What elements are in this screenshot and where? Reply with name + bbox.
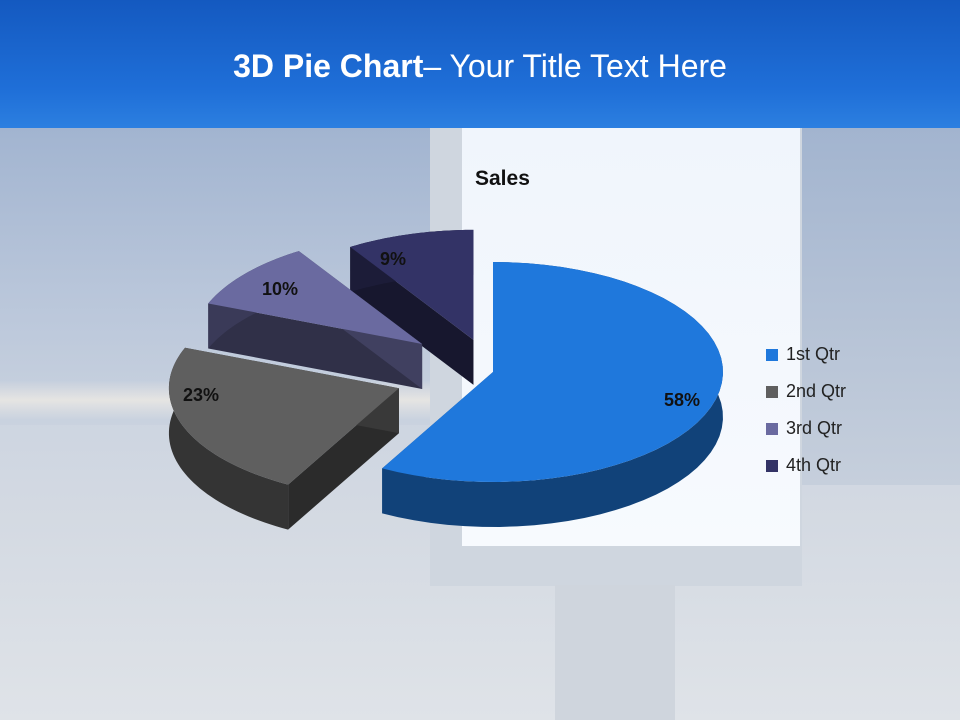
data-label-2: 23% — [183, 385, 219, 405]
slide-title-bold: 3D Pie Chart — [233, 48, 424, 84]
slice-outer-wall — [168, 347, 289, 530]
legend-item-4: 4th Qtr — [766, 447, 846, 484]
legend-label: 1st Qtr — [786, 344, 841, 364]
legend-item-1: 1st Qtr — [766, 336, 846, 373]
legend-swatch — [766, 348, 778, 361]
legend: 1st Qtr 2nd Qtr 3rd Qtr 4th Qtr — [766, 336, 846, 484]
data-label-4: 9% — [380, 249, 406, 269]
billboard-post — [555, 585, 675, 720]
background-city-right — [800, 125, 960, 485]
pie-slice-2 — [168, 347, 399, 485]
pie-slice-3 — [208, 251, 423, 344]
legend-label: 4th Qtr — [786, 455, 842, 475]
pie-slice-1 — [382, 262, 723, 482]
data-label-3: 10% — [262, 279, 298, 299]
slide-title: 3D Pie Chart– Your Title Text Here — [0, 48, 960, 85]
pie-slice-4 — [350, 229, 474, 340]
title-bar — [0, 0, 960, 128]
chart-title: Sales — [475, 167, 530, 190]
legend-item-3: 3rd Qtr — [766, 410, 846, 447]
legend-label: 3rd Qtr — [786, 418, 843, 438]
legend-item-2: 2nd Qtr — [766, 373, 846, 410]
legend-swatch — [766, 422, 778, 435]
slice-side-wall — [208, 303, 423, 389]
legend-swatch — [766, 385, 778, 398]
data-label-1: 58% — [664, 390, 700, 410]
slide-title-rest: – Your Title Text Here — [423, 48, 727, 84]
legend-label: 2nd Qtr — [786, 381, 847, 401]
legend-swatch — [766, 459, 778, 472]
